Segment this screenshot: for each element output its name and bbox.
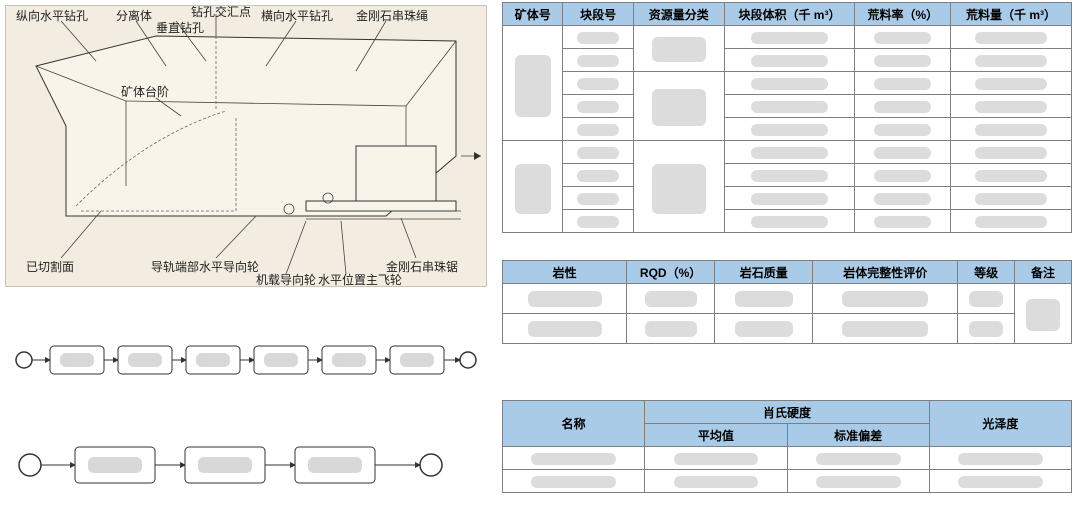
- t2-col-3: 岩体完整性评价: [813, 261, 958, 284]
- label-l1: 纵向水平钻孔: [16, 8, 88, 23]
- t1-col-2: 资源量分类: [633, 3, 724, 26]
- t2-col-5: 备注: [1015, 261, 1072, 284]
- t1-body: [503, 26, 1072, 233]
- label-l11: 水平位置主飞轮: [318, 272, 402, 286]
- flow2-nodes: [75, 447, 375, 483]
- label-l12: 金刚石串珠锯: [386, 259, 458, 274]
- t3-h-std: 标准偏差: [787, 424, 929, 447]
- label-l9: 导轨端部水平导向轮: [151, 259, 259, 274]
- t2-body: [503, 284, 1072, 344]
- label-l6: 金刚石串珠绳: [356, 8, 428, 23]
- label-l2: 分离体: [116, 8, 152, 23]
- label-l10: 机载导向轮: [256, 272, 316, 286]
- label-l3: 钻孔交汇点: [191, 6, 251, 19]
- engineering-diagram: 纵向水平钻孔 分离体 钻孔交汇点 垂直钻孔 横向水平钻孔 金刚石串珠绳 矿体台阶…: [5, 5, 487, 287]
- resource-table: 矿体号 块段号 资源量分类 块段体积（千 m³） 荒料率（%） 荒料量（千 m³…: [502, 2, 1072, 233]
- flow1-start-circle: [16, 352, 32, 368]
- flowchart-2: [10, 430, 480, 500]
- t2-col-0: 岩性: [503, 261, 627, 284]
- t3-h-avg: 平均值: [645, 424, 787, 447]
- flowchart-1: [10, 330, 480, 390]
- right-panel: 矿体号 块段号 资源量分类 块段体积（千 m³） 荒料率（%） 荒料量（千 m³…: [500, 0, 1075, 517]
- t2-col-4: 等级: [958, 261, 1015, 284]
- t3-h-gloss: 光泽度: [929, 401, 1071, 447]
- label-l4: 垂直钻孔: [156, 20, 204, 35]
- t1-col-1: 块段号: [563, 3, 633, 26]
- t3-h-shore: 肖氏硬度: [645, 401, 930, 424]
- t1-col-5: 荒料量（千 m³）: [951, 3, 1072, 26]
- left-panel: 纵向水平钻孔 分离体 钻孔交汇点 垂直钻孔 横向水平钻孔 金刚石串珠绳 矿体台阶…: [0, 0, 490, 517]
- flow2-end-circle: [420, 454, 442, 476]
- label-l8: 已切割面: [26, 259, 74, 274]
- flow1-end-circle: [460, 352, 476, 368]
- t3-h-name: 名称: [503, 401, 645, 447]
- t1-col-4: 荒料率（%）: [855, 3, 951, 26]
- t3-body: [503, 447, 1072, 493]
- label-l7: 矿体台阶: [121, 84, 169, 99]
- rock-quality-table: 岩性 RQD（%） 岩石质量 岩体完整性评价 等级 备注: [502, 260, 1072, 344]
- t1-col-0: 矿体号: [503, 3, 563, 26]
- t1-col-3: 块段体积（千 m³）: [724, 3, 855, 26]
- label-l5: 横向水平钻孔: [261, 8, 333, 23]
- flow2-start-circle: [19, 454, 41, 476]
- t2-col-1: RQD（%）: [627, 261, 715, 284]
- flow1-nodes: [50, 346, 444, 374]
- t2-col-2: 岩石质量: [715, 261, 813, 284]
- hardness-table: 名称 肖氏硬度 光泽度 平均值 标准偏差: [502, 400, 1072, 493]
